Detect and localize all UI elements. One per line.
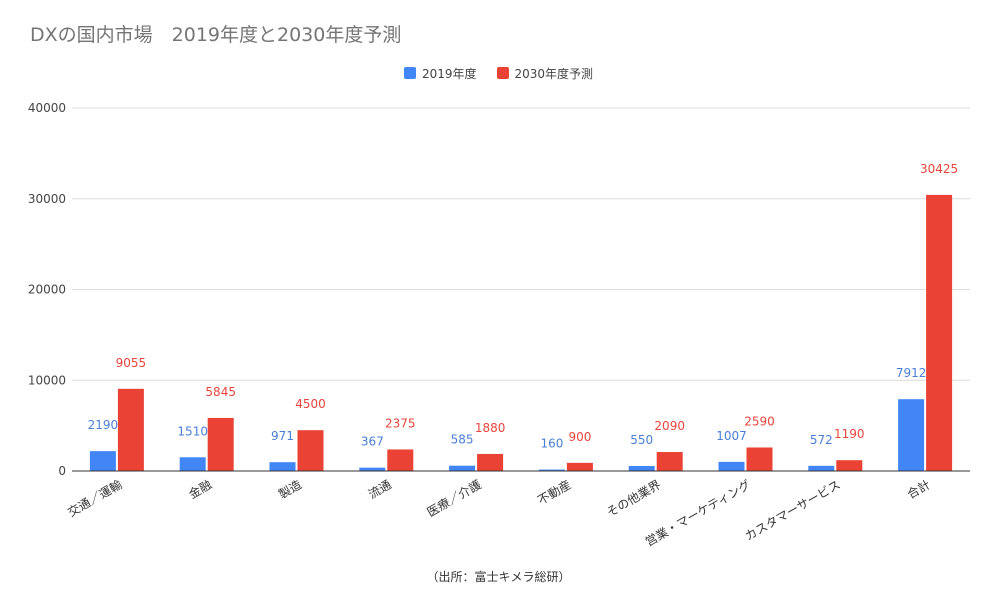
bar	[449, 465, 476, 471]
bar	[117, 388, 144, 471]
bar	[746, 447, 773, 471]
bar	[89, 451, 116, 471]
bar	[718, 461, 745, 471]
x-tick-label: 医療／介護	[424, 477, 483, 520]
bar	[359, 467, 386, 471]
data-label: 2375	[385, 416, 416, 430]
y-tick-label: 0	[58, 464, 66, 478]
bar	[628, 466, 655, 471]
x-tick-label: 流通	[366, 477, 394, 501]
y-tick-label: 20000	[28, 283, 66, 297]
x-tick-label: 金融	[186, 477, 214, 502]
legend-swatch-2030	[496, 67, 509, 79]
source-note: （出所：富士キメラ総研）	[426, 570, 571, 584]
x-tick-label: 交通／運輸	[65, 477, 124, 520]
bar	[269, 462, 296, 471]
data-label: 367	[361, 435, 384, 449]
y-tick-label: 30000	[28, 192, 66, 206]
data-label: 7912	[896, 366, 927, 380]
bar	[477, 453, 504, 471]
x-tick-label: 製造	[276, 477, 304, 501]
data-label: 9055	[116, 356, 147, 370]
x-tick-label: カスタマーサービス	[742, 477, 842, 543]
bar	[656, 452, 683, 471]
data-label: 1190	[834, 427, 865, 441]
legend-item-2019[interactable]: 2019年度	[403, 64, 477, 82]
data-label: 1007	[716, 429, 747, 443]
data-label: 2190	[88, 418, 119, 432]
bar	[207, 417, 234, 471]
data-label: 1510	[177, 424, 208, 438]
data-label: 1880	[475, 421, 506, 435]
bar	[808, 465, 835, 471]
legend-item-2030[interactable]: 2030年度予測	[496, 64, 594, 82]
bar	[387, 449, 414, 471]
x-tick-label: 不動産	[535, 477, 574, 508]
data-label: 550	[630, 433, 653, 447]
data-label: 572	[810, 433, 833, 447]
x-tick-label: その他業界	[604, 477, 663, 519]
data-label: 585	[451, 433, 474, 447]
data-label: 160	[540, 437, 563, 451]
legend-label-2030: 2030年度予測	[514, 66, 594, 81]
bar	[566, 462, 593, 471]
data-label: 971	[271, 429, 294, 443]
legend-label-2019: 2019年度	[421, 66, 477, 81]
bar	[926, 194, 953, 471]
bar	[836, 460, 863, 471]
legend-swatch-2019	[403, 67, 416, 79]
bar	[179, 457, 206, 471]
data-label: 2590	[744, 414, 775, 428]
legend: 2019年度 2030年度予測	[0, 64, 997, 82]
bar	[898, 399, 925, 471]
x-tick-label: 合計	[904, 477, 932, 502]
data-label: 30425	[920, 162, 958, 176]
chart-title: DXの国内市場 2019年度と2030年度予測	[30, 24, 402, 46]
y-tick-label: 10000	[28, 373, 66, 387]
y-tick-label: 40000	[28, 101, 66, 115]
data-label: 2090	[654, 419, 685, 433]
bar	[538, 469, 565, 471]
data-label: 4500	[295, 397, 326, 411]
bar	[297, 430, 324, 471]
data-label: 5845	[205, 385, 236, 399]
data-label: 900	[568, 430, 591, 444]
